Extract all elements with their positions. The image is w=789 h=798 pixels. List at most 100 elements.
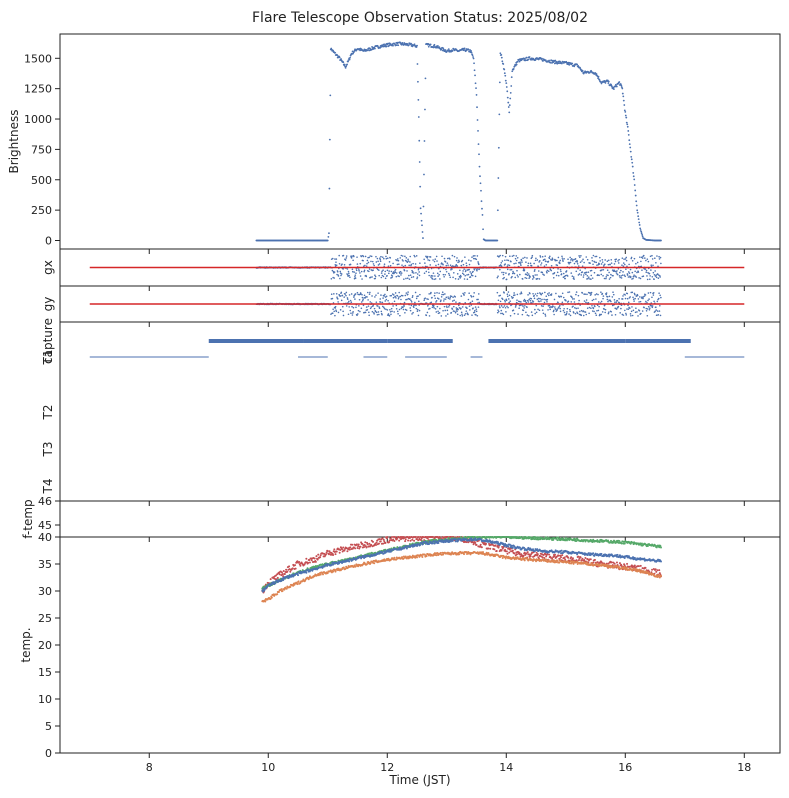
gx-point: [513, 262, 515, 265]
gy-point: [334, 314, 336, 317]
temp-point: [388, 539, 391, 542]
gy-point: [577, 294, 580, 297]
gy-point: [395, 297, 397, 299]
gx-point: [363, 269, 366, 272]
gy-point: [468, 292, 470, 295]
gy-point: [446, 309, 449, 312]
gx-point: [469, 276, 472, 278]
gx-point: [654, 257, 656, 260]
gy-point: [395, 304, 398, 307]
brightness-point: [558, 62, 561, 65]
gy-point: [428, 315, 431, 317]
gx-point: [534, 268, 536, 271]
gy-point: [571, 296, 573, 299]
gy-point: [563, 307, 565, 310]
gy-point: [348, 306, 350, 308]
gx-point: [409, 274, 412, 276]
gy-point: [374, 296, 376, 298]
gx-point: [559, 268, 562, 271]
gx-point: [446, 262, 449, 264]
gy-point: [378, 307, 381, 310]
gy-point: [610, 300, 612, 303]
gy-point: [640, 312, 642, 315]
gx-point: [527, 262, 530, 265]
gy-point: [642, 297, 644, 300]
gy-point: [497, 309, 499, 311]
gx-point: [434, 278, 437, 280]
gx-point: [442, 273, 445, 276]
temp-point: [446, 539, 449, 542]
gy-point: [430, 301, 433, 304]
gx-point: [590, 269, 593, 272]
brightness-point: [633, 178, 636, 181]
gx-point: [564, 274, 567, 277]
gx-point: [515, 262, 517, 265]
temp-point: [559, 554, 562, 557]
gx-point: [623, 274, 626, 276]
gy-point: [375, 301, 378, 303]
brightness-point: [497, 177, 500, 179]
temp-point: [618, 562, 621, 565]
gx-point: [566, 275, 569, 277]
gx-point: [607, 259, 610, 262]
gy-point: [652, 294, 655, 296]
gy-point: [362, 304, 365, 307]
gx-point: [372, 269, 374, 272]
gy-point: [554, 308, 557, 310]
gx-point: [582, 276, 585, 278]
gx-point: [642, 254, 645, 257]
gx-point: [448, 274, 451, 277]
gy-point: [354, 298, 356, 300]
gx-point: [502, 277, 504, 280]
y-axis-label-gx: gx: [41, 260, 55, 275]
brightness-point: [498, 81, 501, 84]
gy-point: [412, 311, 414, 314]
gx-point: [587, 271, 590, 273]
gx-point: [364, 255, 367, 258]
gx-point: [634, 270, 636, 273]
gx-point: [396, 258, 399, 260]
temp-point: [515, 553, 518, 556]
temp-point: [416, 544, 419, 547]
temp-point: [465, 541, 468, 544]
temp-point: [334, 553, 337, 556]
gy-point: [390, 294, 393, 297]
gx-point: [526, 274, 529, 277]
temp-point: [457, 539, 460, 542]
temp-point: [389, 550, 392, 553]
gx-point: [451, 268, 453, 270]
gx-point: [533, 270, 536, 272]
gx-point: [499, 268, 501, 271]
y-tick-label-500: 500: [31, 174, 52, 187]
temp-point: [382, 542, 385, 545]
gy-point: [346, 297, 349, 299]
gy-point: [385, 298, 388, 301]
gy-point: [611, 314, 613, 316]
gy-point: [645, 309, 648, 312]
gx-point: [359, 272, 361, 274]
brightness-point: [624, 110, 627, 113]
gx-point: [443, 257, 446, 260]
brightness-point: [525, 56, 528, 59]
gx-point: [548, 257, 551, 260]
temp-point: [497, 546, 500, 549]
gy-point: [536, 298, 539, 300]
gy-point: [346, 298, 349, 300]
gy-point: [352, 306, 355, 309]
gy-point: [469, 301, 472, 304]
gy-point: [477, 298, 479, 301]
gy-point: [444, 293, 446, 295]
gy-point: [461, 313, 463, 316]
gx-point: [498, 255, 500, 258]
gy-point: [398, 291, 400, 294]
brightness-point: [634, 194, 637, 197]
brightness-point: [407, 44, 410, 47]
gy-point: [584, 293, 586, 296]
brightness-point: [640, 230, 643, 233]
gx-point: [412, 262, 414, 265]
brightness-point: [476, 106, 478, 109]
gx-point: [592, 263, 594, 266]
temp-point: [623, 542, 626, 545]
gx-point: [579, 269, 581, 271]
gy-point: [450, 311, 453, 314]
